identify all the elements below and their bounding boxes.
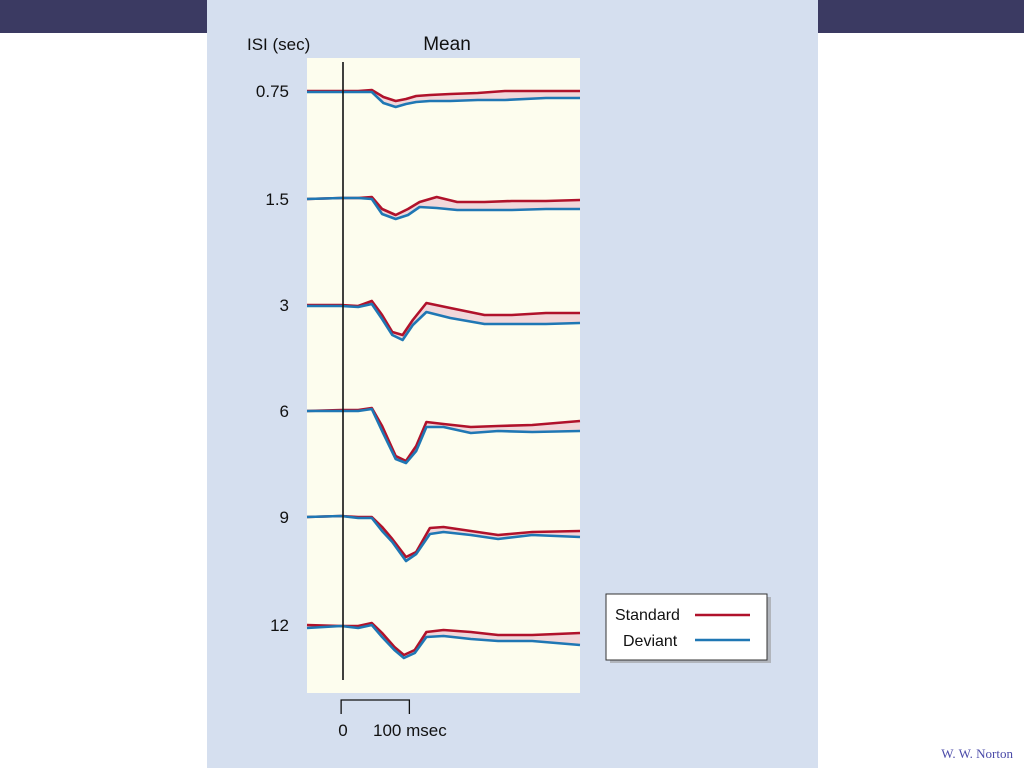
- legend: Standard Deviant: [605, 593, 771, 663]
- plot-area: [307, 58, 580, 693]
- difference-area-3: [307, 301, 580, 340]
- title-bar-right: [818, 0, 1024, 33]
- isi-label-12: 12: [270, 616, 289, 635]
- deviant-trace-12: [306, 623, 581, 660]
- deviant-trace-3: [307, 302, 581, 342]
- deviant-trace-9: [306, 514, 581, 563]
- legend-deviant-label: Deviant: [623, 633, 678, 650]
- isi-label-9: 9: [280, 508, 289, 527]
- chart-title: Mean: [423, 34, 471, 55]
- isi-label-6: 6: [280, 402, 289, 421]
- time-zero-label: 0: [338, 721, 347, 740]
- standard-trace-12: [306, 621, 581, 657]
- time-scale-label: 100 msec: [373, 721, 447, 740]
- legend-box: [605, 593, 768, 661]
- figure-panel: ISI (sec) Mean 0.75 1.5 3 6 9 12 0 100 msec S…: [207, 0, 818, 768]
- credit-text: W. W. Norton: [941, 746, 1013, 761]
- isi-label-1.5: 1.5: [265, 190, 289, 209]
- isi-labels: 0.75 1.5 3 6 9 12: [256, 82, 289, 635]
- deviant-trace-1.5: [306, 196, 580, 221]
- time-scale-bar: 0 100 msec: [338, 699, 447, 740]
- isi-label-0.75: 0.75: [256, 82, 289, 101]
- erp-chart: ISI (sec) Mean 0.75 1.5 3 6 9 12 0 100 msec S…: [247, 34, 771, 740]
- isi-label-3: 3: [280, 296, 289, 315]
- deviant-trace-6: [307, 407, 581, 465]
- y-axis-label: ISI (sec): [247, 35, 310, 54]
- standard-trace-3: [307, 299, 580, 337]
- title-bar-left: [0, 0, 207, 33]
- legend-standard-label: Standard: [615, 607, 680, 624]
- traces: [306, 88, 581, 660]
- deviant-trace-0.75: [307, 90, 580, 109]
